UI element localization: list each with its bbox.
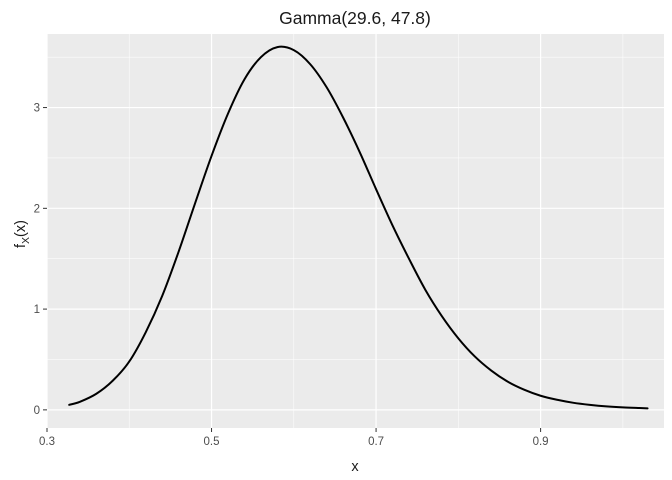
- y-axis-title: fX(x): [13, 220, 32, 248]
- y-tick-label: 2: [34, 203, 40, 215]
- y-axis-title-rest: (x): [13, 220, 29, 237]
- y-axis-title-subscript: X: [20, 237, 32, 244]
- chart-title: Gamma(29.6, 47.8): [279, 8, 431, 28]
- major-gridlines: [46, 34, 664, 428]
- x-axis-ticks: 0.3 0.5 0.7 0.9: [39, 428, 549, 448]
- y-axis-ticks: 0 1 2 3: [34, 103, 47, 417]
- x-tick-label: 0.7: [368, 436, 384, 448]
- y-tick-label: 0: [34, 405, 40, 417]
- y-tick-label: 1: [34, 304, 40, 316]
- x-tick-label: 0.9: [533, 436, 549, 448]
- y-axis-title-main: f: [13, 243, 29, 248]
- plot-panel: [47, 34, 664, 428]
- x-tick-label: 0.5: [204, 436, 220, 448]
- minor-gridlines: [47, 34, 664, 428]
- y-tick-label: 3: [34, 103, 40, 115]
- x-axis-title: x: [351, 459, 359, 475]
- density-curve: [68, 45, 649, 410]
- x-tick-label: 0.3: [39, 436, 55, 448]
